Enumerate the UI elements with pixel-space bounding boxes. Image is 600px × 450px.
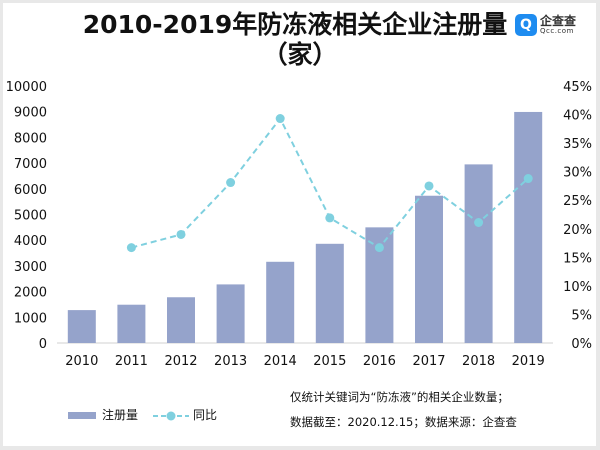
yoy-point-2017 — [424, 181, 434, 191]
x-axis-tick-label: 2014 — [264, 354, 297, 369]
bar-2013 — [216, 284, 245, 343]
bar-2018 — [464, 164, 493, 343]
right-axis-tick-label: 25% — [563, 194, 592, 209]
logo-name: 企查查 — [540, 14, 577, 28]
left-axis-tick-label: 7000 — [14, 157, 47, 172]
x-axis-tick-label: 2019 — [512, 354, 545, 369]
left-axis-tick-label: 8000 — [14, 131, 47, 146]
bar-2011 — [117, 304, 146, 343]
left-axis-tick-label: 10000 — [6, 80, 47, 95]
title-line-2: （家） — [262, 40, 338, 69]
title-line-1: 2010-2019年防冻液相关企业注册量 — [82, 10, 508, 39]
left-axis-tick-label: 9000 — [14, 106, 47, 121]
qcc-logo-icon: Q — [515, 14, 537, 36]
legend-bar-label: 注册量 — [102, 408, 139, 422]
x-axis-tick-label: 2016 — [363, 354, 396, 369]
legend-item-line: 同比 — [153, 406, 217, 423]
bar-2019 — [514, 111, 543, 343]
yoy-point-2019 — [523, 174, 533, 184]
legend-bar-swatch — [68, 412, 96, 419]
bar-2014 — [266, 261, 295, 343]
right-axis-tick-label: 0% — [571, 337, 592, 352]
logo-domain: Qcc.com — [540, 27, 574, 35]
bar-2010 — [67, 310, 96, 343]
left-axis-tick-label: 5000 — [14, 209, 47, 224]
yoy-point-2014 — [275, 114, 285, 124]
right-axis-tick-label: 5% — [571, 308, 592, 323]
legend-line-label: 同比 — [193, 408, 218, 422]
note-line-1: 仅统计关键词为“防冻液”的相关企业数量； — [290, 390, 509, 404]
yoy-point-2018 — [474, 217, 484, 227]
x-axis-tick-label: 2010 — [65, 354, 98, 369]
right-axis-tick-label: 30% — [563, 166, 592, 181]
right-axis-tick-label: 35% — [563, 137, 592, 152]
left-axis-tick-label: 1000 — [14, 311, 47, 326]
left-axis-tick-label: 4000 — [14, 234, 47, 249]
left-axis-tick-label: 6000 — [14, 183, 47, 198]
yoy-point-2016 — [374, 243, 384, 253]
x-axis-tick-label: 2013 — [214, 354, 247, 369]
yoy-point-2012 — [176, 229, 186, 239]
bar-2012 — [167, 297, 195, 343]
yoy-point-2015 — [325, 213, 335, 223]
legend-line-swatch — [153, 411, 189, 420]
left-axis-tick-label: 3000 — [14, 260, 47, 275]
left-axis-tick-label: 2000 — [14, 286, 47, 301]
right-axis-tick-label: 10% — [563, 280, 592, 295]
right-axis-tick-label: 15% — [563, 251, 592, 266]
right-axis-tick-label: 20% — [563, 223, 592, 238]
right-axis-tick-label: 45% — [563, 80, 592, 95]
bar-2017 — [415, 195, 443, 343]
left-axis-tick-label: 0 — [39, 337, 47, 352]
qcc-logo: Q 企查查 Qcc.com — [515, 14, 587, 38]
chart-title: 2010-2019年防冻液相关企业注册量 （家） — [0, 10, 600, 70]
right-axis-tick-label: 40% — [563, 109, 592, 124]
legend-item-bar: 注册量 — [68, 406, 138, 423]
note-line-2: 数据截至：2020.12.15；数据来源：企查查 — [290, 415, 517, 429]
x-axis-tick-label: 2018 — [462, 354, 495, 369]
x-axis-tick-label: 2012 — [164, 354, 197, 369]
x-axis-tick-label: 2017 — [412, 354, 445, 369]
yoy-point-2011 — [126, 243, 136, 253]
x-axis-tick-label: 2011 — [115, 354, 148, 369]
yoy-point-2013 — [226, 178, 236, 188]
bar-2015 — [315, 243, 344, 343]
x-axis-tick-label: 2015 — [313, 354, 346, 369]
chart-frame — [3, 3, 596, 446]
